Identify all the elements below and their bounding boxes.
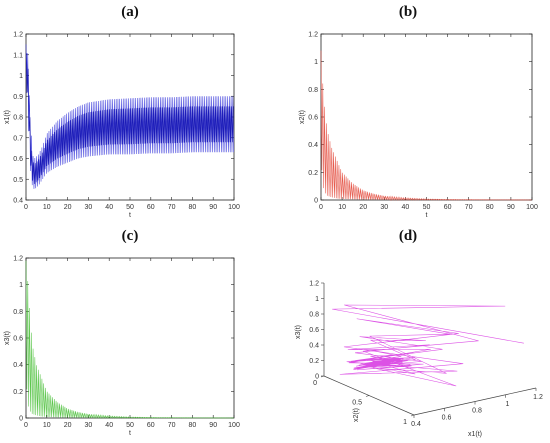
- x-tick-label: 80: [189, 422, 197, 429]
- x-tick-label: 90: [209, 204, 217, 211]
- y-tick-label: 0.8: [13, 115, 23, 122]
- y-tick-label: 0.4: [13, 362, 23, 369]
- chart-panel-b: 0 10 20 30 40 50 60 70 80 90 100 0 0.2 0.4 0.6 0.8 1 1.2 t…: [299, 32, 538, 220]
- x-tick-label: 60: [147, 204, 155, 211]
- x-tick-label: 70: [168, 204, 176, 211]
- series-line-inner: [26, 53, 234, 184]
- trajectory-line: [332, 304, 524, 387]
- y-tick-label: 1.1: [13, 52, 23, 59]
- y-tick-label: 0.2: [308, 170, 318, 177]
- x-tick-label: 0: [24, 204, 28, 211]
- y-axis-label: x1(t): [4, 110, 11, 124]
- x-tick-label: 100: [228, 204, 240, 211]
- y-tick-label: 0.7: [13, 135, 23, 142]
- x-tick-label: 30: [85, 422, 93, 429]
- x-tick-label: 0: [24, 422, 28, 429]
- panel-d-label: (d): [399, 228, 417, 244]
- x3-tick-label: 1.2: [309, 281, 319, 288]
- x-tick-label: 100: [526, 204, 538, 211]
- x1-tick-label: 1: [506, 401, 510, 408]
- x2-tick-mark: [365, 395, 370, 397]
- y-tick-label: 0.6: [13, 156, 23, 163]
- x2-tick-label: 0: [313, 380, 317, 387]
- x-tick-label: 10: [43, 204, 51, 211]
- x2-tick-mark: [410, 414, 415, 417]
- x-tick-label: 20: [359, 204, 367, 211]
- x3-tick-label: 0.4: [309, 343, 319, 350]
- x-axis-label: t: [129, 430, 131, 437]
- x1-tick-label: 0.8: [472, 408, 482, 415]
- y-tick-label: 0: [314, 198, 318, 205]
- x-tick-label: 20: [64, 204, 72, 211]
- panel-a-label: (a): [121, 4, 139, 20]
- y-tick-label: 0.9: [13, 94, 23, 101]
- y-tick-label: 1: [314, 59, 318, 66]
- y-tick-label: 0.4: [13, 198, 23, 205]
- chart-panel-c: 0 10 20 30 40 50 60 70 80 90 100 0 0.2 0.4 0.6 0.8 1 1.2 t…: [4, 256, 240, 438]
- x-tick-label: 30: [380, 204, 388, 211]
- y-tick-label: 0.4: [308, 142, 318, 149]
- x3-tick-label: 0.8: [309, 312, 319, 319]
- y-tick-label: 1: [19, 282, 23, 289]
- x3-axis-label: x3(t): [295, 325, 302, 339]
- y-tick-label: 0.8: [308, 87, 318, 94]
- x-tick-label: 10: [338, 204, 346, 211]
- y-tick-label: 0.6: [308, 115, 318, 122]
- y-tick-label: 0.2: [13, 389, 23, 396]
- panel-c-label: (c): [122, 228, 139, 244]
- x2-tick-label: 0.5: [352, 400, 362, 407]
- x-tick-label: 40: [402, 204, 410, 211]
- x1-tick-label: 0.4: [411, 421, 421, 428]
- x-tick-label: 60: [147, 422, 155, 429]
- series-line: [25, 260, 234, 419]
- x3-tick-label: 0: [315, 374, 319, 381]
- x1-tick-label: 1.2: [533, 394, 543, 401]
- x3-tick-label: 0.6: [309, 327, 319, 334]
- x-tick-label: 90: [507, 204, 515, 211]
- x-tick-label: 30: [85, 204, 93, 211]
- y-tick-label: 0.5: [13, 177, 23, 184]
- series-line: [320, 50, 532, 201]
- y-tick-label: 1.2: [13, 32, 23, 39]
- chart-panel-d-3d: 0.4 0.6 0.8 1 1.2 0 0.5 1 0 0.2 0.4 0.6 0.8 1 1.2 x1(t)…: [295, 281, 543, 439]
- y-tick-label: 0.6: [13, 336, 23, 343]
- y-axis-label: x2(t): [299, 110, 306, 124]
- x-tick-label: 50: [126, 204, 134, 211]
- y-tick-label: 1.2: [308, 32, 318, 39]
- x-tick-label: 0: [319, 204, 323, 211]
- chart-panel-a: 0 10 20 30 40 50 60 70 80 90 100 0.4 0.5 0.6 0.7 0.8 0.9…: [4, 32, 240, 220]
- y-tick-label: 1: [19, 73, 23, 80]
- x-tick-label: 70: [465, 204, 473, 211]
- x2-tick-label: 1: [403, 419, 407, 426]
- x1-axis-label: x1(t): [468, 431, 482, 438]
- x-tick-label: 60: [444, 204, 452, 211]
- y-tick-label: 0: [19, 416, 23, 423]
- x-tick-label: 20: [64, 422, 72, 429]
- y-tick-label: 0.8: [13, 309, 23, 316]
- y-axis-label: x3(t): [4, 331, 11, 345]
- x-tick-label: 50: [126, 422, 134, 429]
- x1-tick-label: 0.6: [442, 414, 452, 421]
- plot-frame: [25, 257, 235, 419]
- x-tick-label: 80: [486, 204, 494, 211]
- x-tick-label: 10: [43, 422, 51, 429]
- x3-tick-label: 1: [315, 296, 319, 303]
- y-tick-label: 1.2: [13, 256, 23, 263]
- x-tick-label: 50: [423, 204, 431, 211]
- x3-tick-label: 0.2: [309, 358, 319, 365]
- x-axis-label: t: [426, 212, 428, 219]
- x-tick-label: 70: [168, 422, 176, 429]
- x-tick-label: 90: [209, 422, 217, 429]
- series-line: [25, 44, 235, 189]
- x2-axis-label: x2(t): [353, 408, 360, 422]
- x-tick-label: 40: [105, 422, 113, 429]
- x-tick-label: 80: [189, 204, 197, 211]
- x-tick-label: 100: [228, 422, 240, 429]
- x-tick-label: 40: [105, 204, 113, 211]
- x-axis-label: t: [129, 212, 131, 219]
- plot-frame: [320, 33, 533, 201]
- panel-b-label: (b): [399, 4, 417, 20]
